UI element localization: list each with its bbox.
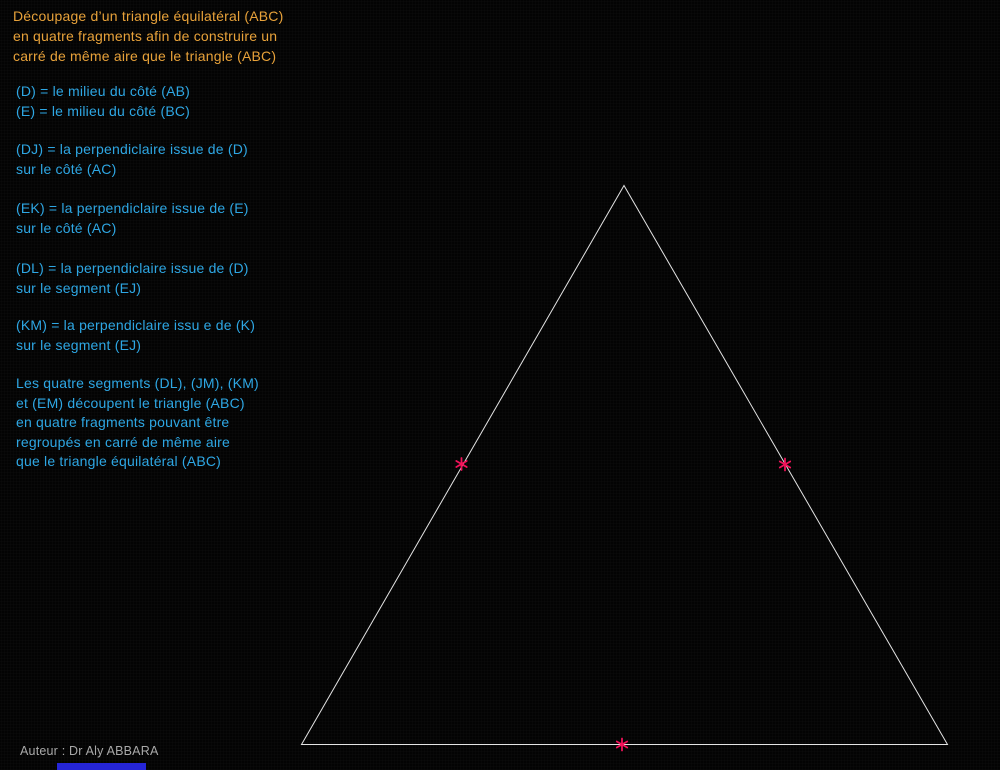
note-line: (E) = le milieu du côté (BC): [16, 103, 191, 119]
midpoint-mark: [455, 457, 468, 471]
title-line: Découpage d’un triangle équilatéral (ABC…: [13, 8, 284, 24]
note-line: sur le segment (EJ): [16, 337, 142, 353]
title-line: en quatre fragments afin de construire u…: [13, 28, 278, 44]
note-line: (D) = le milieu du côté (AB): [16, 83, 191, 99]
midpoint-marks: [455, 457, 792, 752]
note-line: regroupés en carré de même aire: [16, 433, 230, 450]
clipped-link-bar: [57, 763, 146, 770]
note-line: (DL) = la perpendiclaire issue de (D): [16, 260, 249, 276]
note-line: (EK) = la perpendiclaire issue de (E): [16, 200, 249, 216]
midpoint-mark: [778, 457, 792, 472]
note-line: sur le côté (AC): [16, 161, 117, 177]
note-perpendicular-km: (KM) = la perpendiclaire issu e de (K) s…: [16, 315, 255, 355]
equilateral-triangle-outline: [300, 184, 949, 745]
note-line: que le triangle équilatéral (ABC): [16, 453, 222, 469]
note-conclusion: Les quatre segments (DL), (JM), (KM) et …: [16, 374, 259, 472]
note-perpendicular-ek: (EK) = la perpendiclaire issue de (E) su…: [16, 198, 249, 238]
note-line: et (EM) découpent le triangle (ABC): [16, 394, 245, 411]
note-line: Les quatre segments (DL), (JM), (KM): [16, 375, 259, 391]
note-perpendicular-dj: (DJ) = la perpendiclaire issue de (D) su…: [16, 139, 248, 179]
note-midpoints: (D) = le milieu du côté (AB) (E) = le mi…: [16, 81, 190, 121]
note-line: en quatre fragments pouvant être: [16, 414, 230, 430]
note-line: (DJ) = la perpendiclaire issue de (D): [16, 141, 248, 157]
note-line: (KM) = la perpendiclaire issu e de (K): [16, 317, 256, 333]
midpoint-mark: [615, 737, 629, 752]
note-line: sur le côté (AC): [16, 220, 117, 236]
title-line: carré de même aire que le triangle (ABC): [13, 48, 277, 64]
author-credit: Auteur : Dr Aly ABBARA: [20, 744, 159, 758]
page-title: Découpage d’un triangle équilatéral (ABC…: [13, 6, 283, 66]
note-line: sur le segment (EJ): [16, 280, 142, 296]
note-perpendicular-dl: (DL) = la perpendiclaire issue de (D) su…: [16, 258, 249, 298]
